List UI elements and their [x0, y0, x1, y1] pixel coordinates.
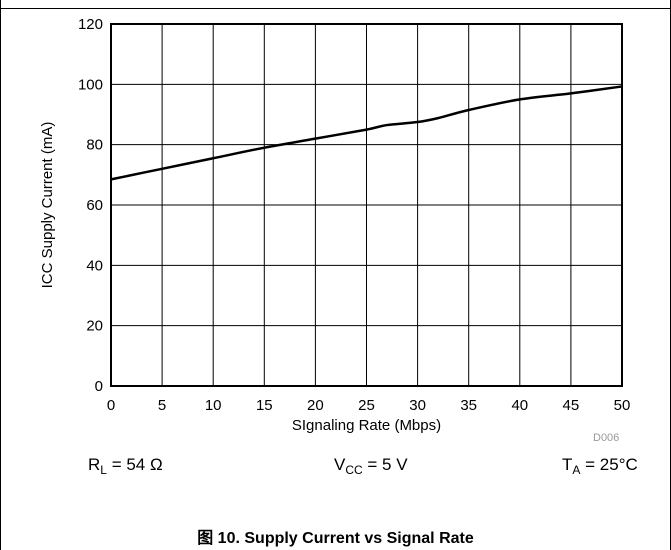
load-resistance-condition: RL = 54 Ω [88, 455, 163, 477]
x-tick-labels: 0 5 10 15 20 25 30 35 40 45 50 [107, 397, 631, 414]
left-frame [0, 0, 1, 550]
ta-symbol: T [562, 455, 573, 474]
y-tick-label: 40 [86, 257, 103, 274]
x-tick-label: 45 [563, 397, 580, 414]
y-tick-label: 80 [86, 137, 103, 154]
temperature-condition: TA = 25°C [562, 455, 638, 477]
x-tick-label: 25 [358, 397, 375, 414]
x-tick-label: 30 [409, 397, 426, 414]
vcc-symbol: V [334, 455, 346, 474]
supply-current-chart: 0 5 10 15 20 25 30 35 40 45 50 0 20 40 60 80 100 120 SIg… [39, 16, 631, 434]
supply-voltage-condition: VCC = 5 V [334, 455, 408, 477]
x-axis-label: SIgnaling Rate (Mbps) [292, 417, 441, 434]
y-axis-label: ICC Supply Current (mA) [39, 122, 56, 289]
y-tick-label: 0 [95, 378, 103, 395]
y-tick-label: 60 [86, 197, 103, 214]
x-tick-label: 35 [460, 397, 477, 414]
rl-value: = 54 Ω [106, 455, 163, 474]
figure-caption: 图 10. Supply Current vs Signal Rate [197, 530, 474, 547]
vcc-subscript: CC [345, 463, 363, 477]
y-tick-label: 20 [86, 318, 103, 335]
plot-frame [110, 23, 623, 387]
x-tick-label: 20 [307, 397, 324, 414]
y-tick-label: 120 [78, 16, 103, 33]
y-tick-labels: 0 20 40 60 80 100 120 [78, 16, 103, 395]
x-tick-label: 10 [205, 397, 222, 414]
x-tick-label: 5 [158, 397, 166, 414]
x-tick-label: 40 [511, 397, 528, 414]
rl-symbol: R [88, 455, 101, 474]
x-tick-label: 50 [614, 397, 631, 414]
vcc-value: = 5 V [362, 455, 408, 474]
series-line [110, 85, 623, 181]
x-tick-label: 0 [107, 397, 115, 414]
rl-subscript: L [100, 463, 107, 477]
y-tick-label: 100 [78, 76, 103, 93]
top-frame [0, 0, 671, 9]
ta-subscript: A [572, 463, 581, 477]
x-tick-label: 15 [256, 397, 273, 414]
ta-value: = 25°C [580, 455, 638, 474]
grid-lines [110, 23, 623, 387]
figure-code: D006 [593, 432, 620, 444]
